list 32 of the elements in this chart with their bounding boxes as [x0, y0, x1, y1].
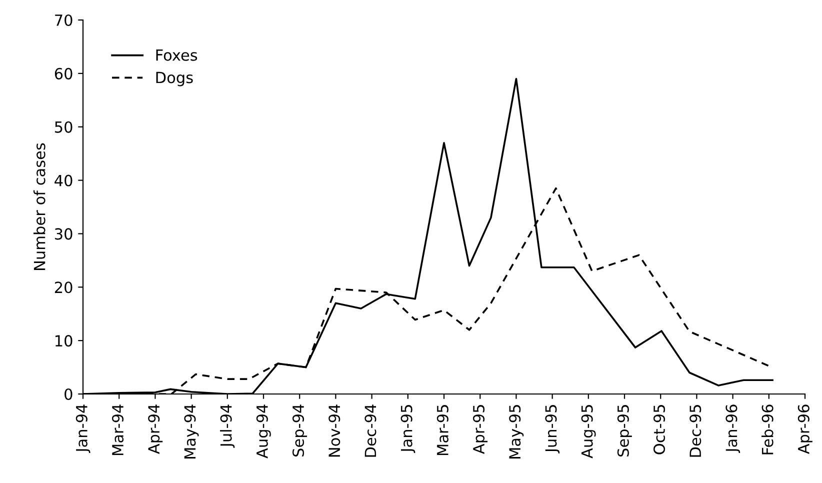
- x-tick-label: Aug-95: [581, 405, 596, 458]
- x-tick-label: Mar-95: [436, 405, 448, 456]
- x-tick-label: Oct-95: [653, 405, 666, 454]
- x-tick-label: Aug-94: [256, 404, 271, 458]
- x-tick-label: May-94: [184, 404, 199, 458]
- x-tick-label: Jan-94: [76, 404, 90, 454]
- x-tick-label: Mar-94: [112, 404, 124, 456]
- y-tick-label: 20: [54, 282, 72, 294]
- x-tick-label: May-95: [509, 405, 524, 458]
- y-tick-label: 30: [55, 228, 72, 240]
- legend-label: Dogs: [156, 72, 193, 86]
- x-tick-label: Jan-96: [726, 404, 740, 454]
- y-tick-label: 50: [55, 121, 72, 133]
- x-tick-label: Apr-95: [472, 405, 488, 454]
- y-tick-label: 0: [64, 388, 72, 400]
- y-tick-label: 10: [56, 335, 72, 347]
- x-tick-label: Apr-94: [148, 404, 163, 454]
- x-tick-label: Dec-95: [690, 405, 702, 457]
- y-tick-label: 70: [55, 14, 72, 26]
- x-tick-label: Nov-94: [328, 404, 340, 457]
- x-tick-label: Dec-94: [364, 404, 376, 457]
- x-tick-label: Sep-94: [292, 404, 307, 456]
- y-tick-label: 40: [54, 174, 72, 186]
- x-tick-label: Jan-95: [400, 405, 416, 454]
- x-tick-label: Feb-96: [762, 404, 774, 454]
- y-tick-label: 60: [54, 68, 72, 80]
- legend-label: Foxes: [156, 50, 198, 61]
- x-tick-label: Jul-94: [220, 404, 235, 448]
- x-tick-label: Jun-95: [545, 405, 560, 454]
- y-axis-title: Number of cases: [33, 143, 46, 270]
- x-tick-label: Apr-96: [798, 404, 812, 454]
- x-tick-label: Sep-95: [617, 405, 632, 456]
